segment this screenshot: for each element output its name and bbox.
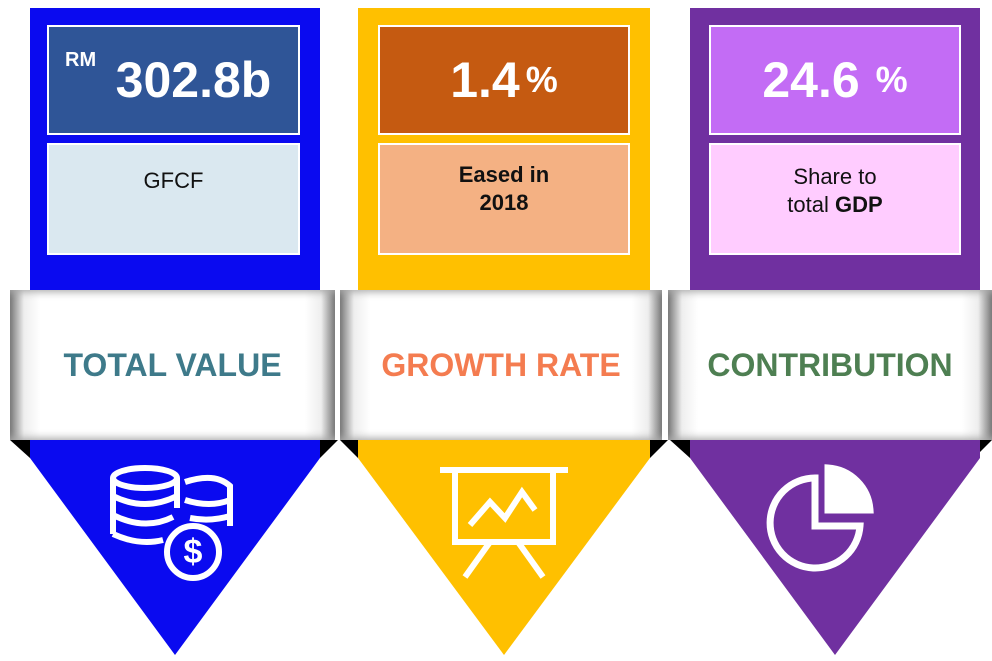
- arrow-purple: [690, 440, 980, 655]
- label-box: GROWTH RATE: [340, 290, 662, 440]
- unit: %: [525, 59, 558, 100]
- shadow: [980, 440, 992, 452]
- shadow: [340, 440, 358, 458]
- value: 302.8b: [115, 52, 272, 108]
- unit: %: [875, 59, 908, 100]
- value-box: 24.6%: [709, 25, 961, 135]
- pie-icon: [766, 464, 874, 572]
- caption-box: Eased in 2018: [378, 143, 630, 255]
- coins-icon: [110, 465, 233, 581]
- value: 24.6: [762, 52, 860, 108]
- dollar-sign: $: [184, 533, 203, 571]
- caption-bold: GDP: [835, 192, 883, 217]
- shadow: [650, 440, 668, 458]
- value: 1.4: [450, 52, 520, 108]
- chart-icon: [440, 467, 568, 579]
- caption: Share to total: [787, 164, 877, 217]
- label: GROWTH RATE: [381, 346, 621, 383]
- value-box: 1.4%: [378, 25, 630, 135]
- caption-box: Share to total GDP: [709, 143, 961, 255]
- caption: GFCF: [143, 168, 204, 193]
- shadow: [320, 440, 338, 458]
- caption: Eased in 2018: [458, 162, 550, 215]
- arrow-yellow: [358, 440, 650, 655]
- label: CONTRIBUTION: [707, 346, 953, 383]
- shadow: [670, 440, 690, 458]
- label-box: CONTRIBUTION: [668, 290, 992, 440]
- caption-group: Share to total GDP: [775, 163, 895, 219]
- label-box: TOTAL VALUE: [10, 290, 335, 440]
- label: TOTAL VALUE: [63, 346, 282, 383]
- value-box: RM 302.8b: [47, 25, 300, 135]
- caption-box: GFCF: [47, 143, 300, 255]
- shadow: [10, 440, 30, 458]
- prefix: RM: [65, 49, 97, 71]
